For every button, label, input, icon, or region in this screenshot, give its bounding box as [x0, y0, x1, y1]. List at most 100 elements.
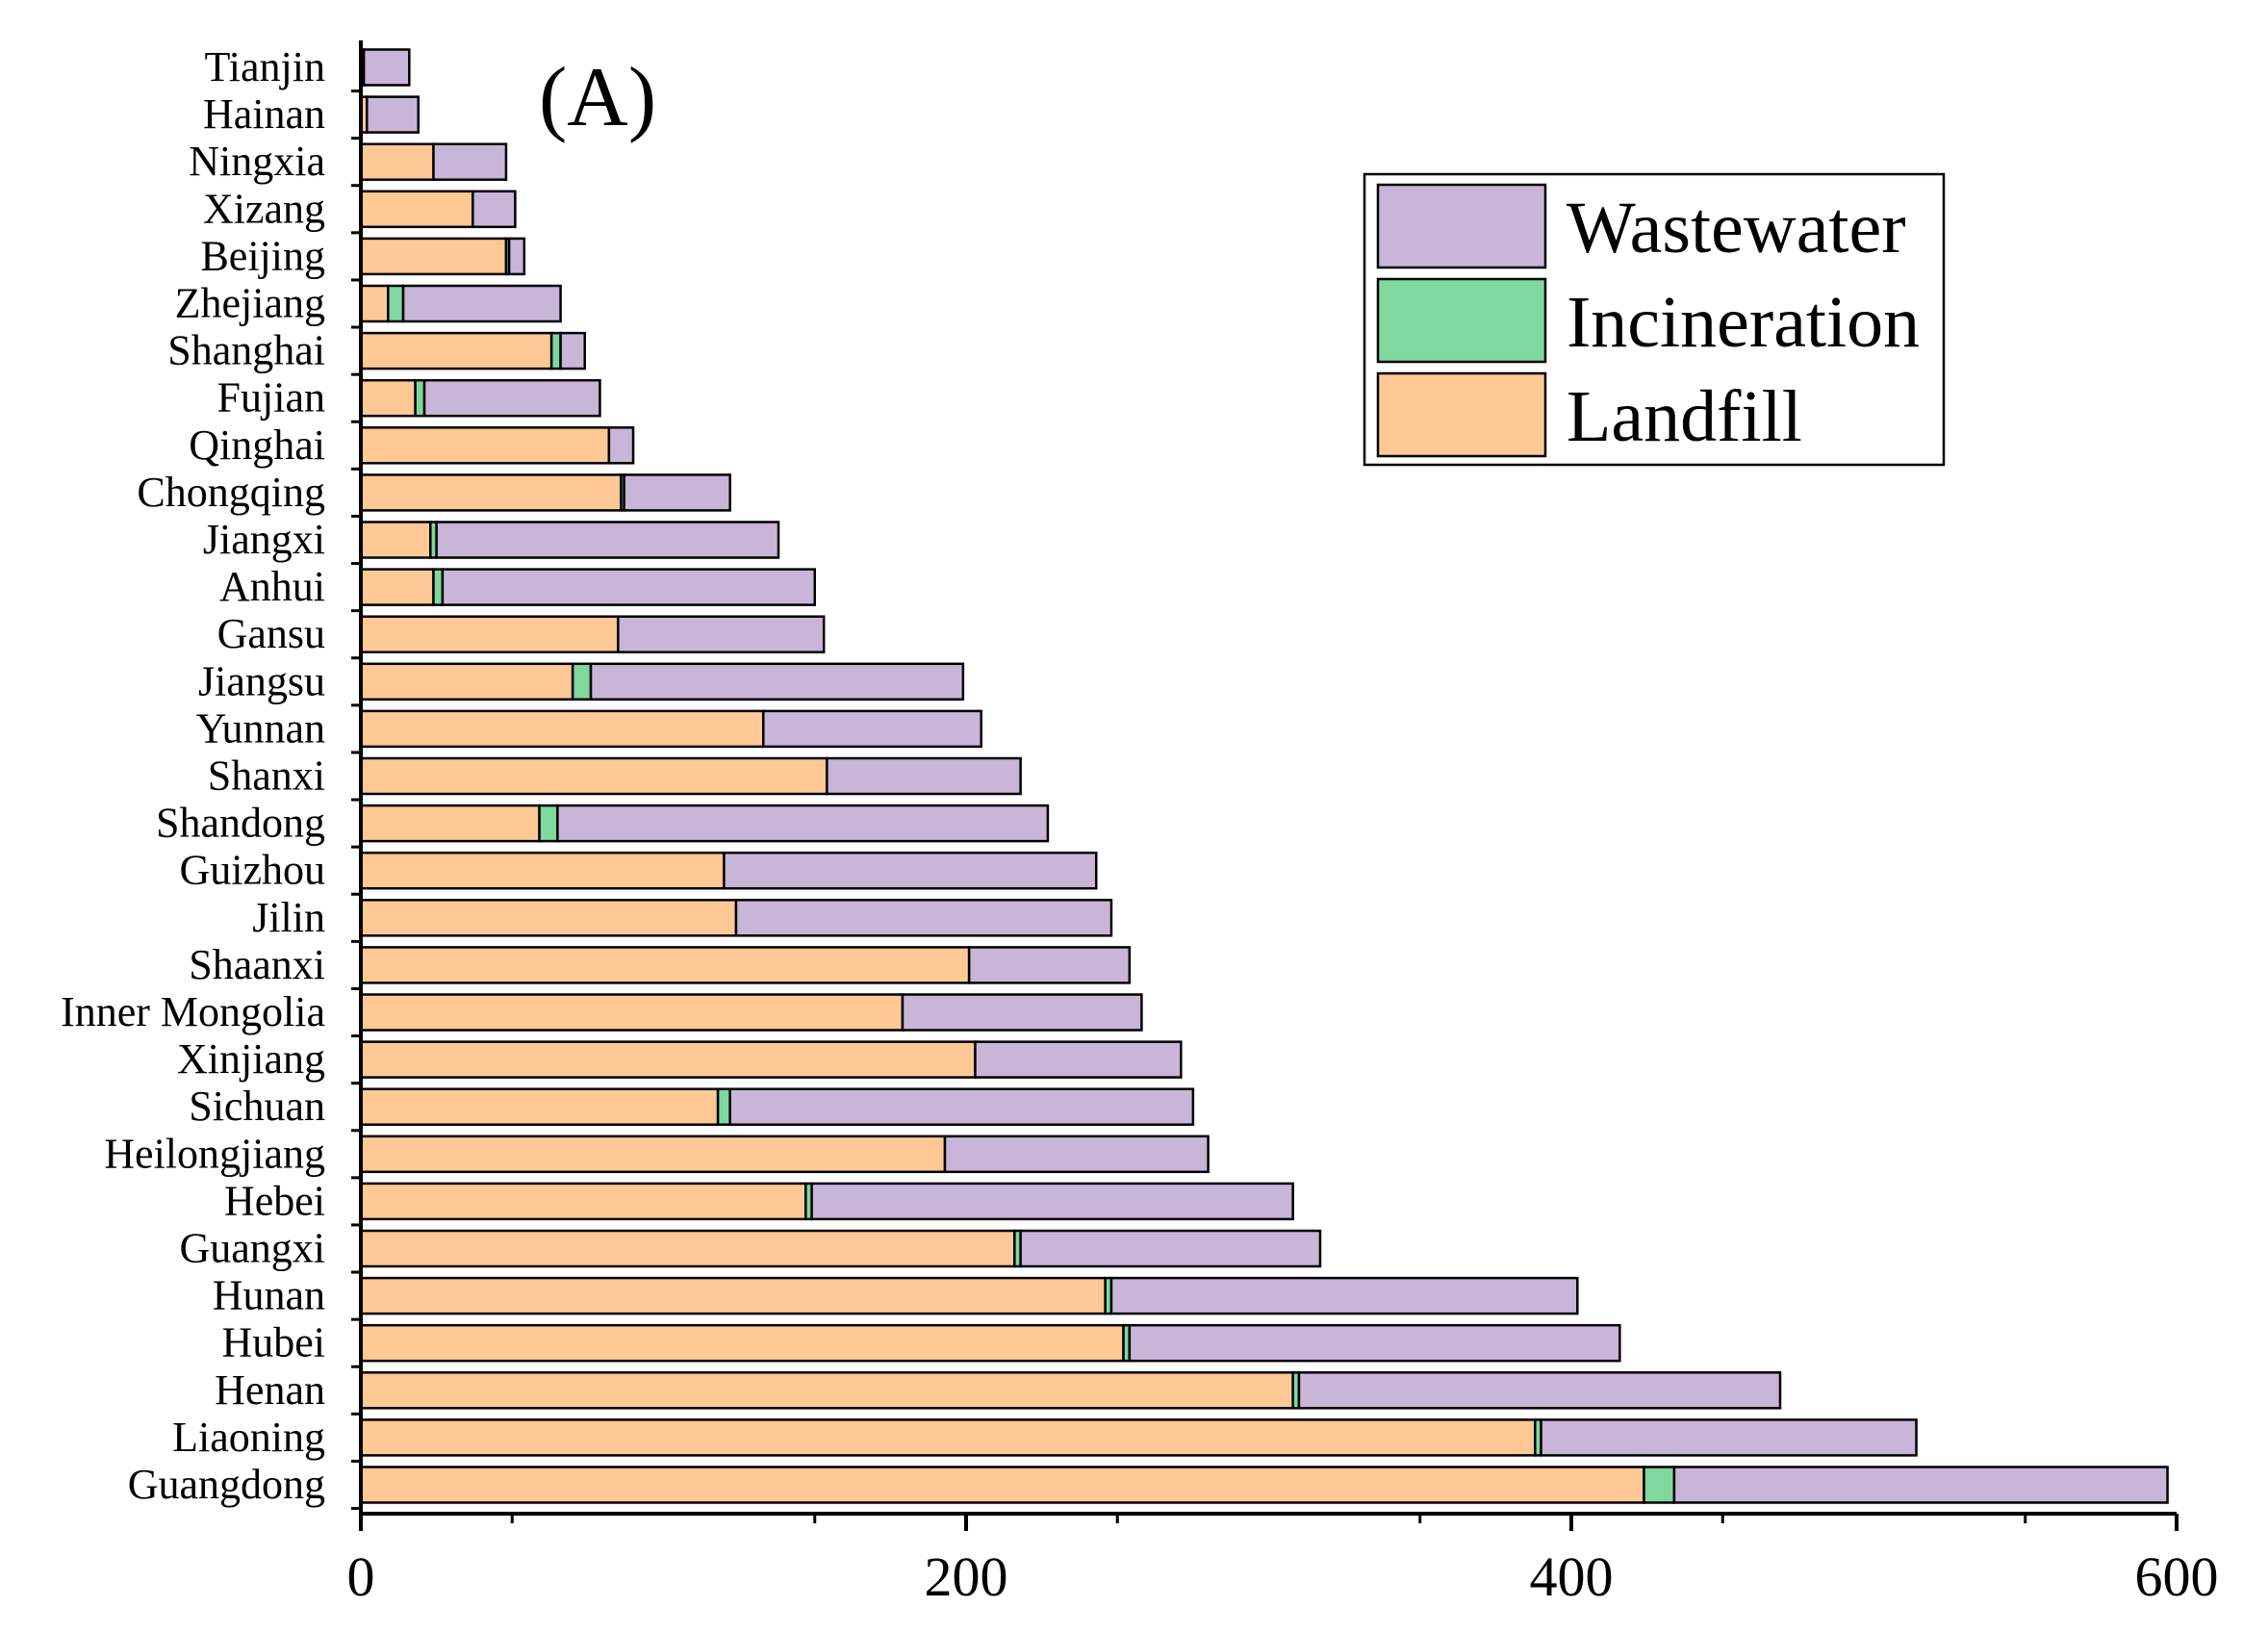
bar-shaanxi-wastewater: [967, 946, 1132, 984]
category-label-shaanxi: Shaanxi: [189, 941, 325, 988]
bar-heilongjiang-wastewater: [943, 1135, 1210, 1174]
axes: [351, 40, 2177, 1527]
category-label-beijing: Beijing: [200, 232, 325, 279]
category-labels: TianjinHainanNingxiaXizangBeijingZhejian…: [61, 43, 325, 1508]
category-label-guangdong: Guangdong: [128, 1461, 325, 1508]
bar-gansu-wastewater: [617, 615, 826, 653]
bar-qinghai-wastewater: [607, 426, 635, 465]
bar-hubei-wastewater: [1128, 1323, 1621, 1363]
legend-items: Wastewater Incineration Landfill: [1376, 183, 1920, 458]
bar-hunan-landfill: [359, 1276, 1107, 1315]
bar-guangdong-incineration: [1643, 1466, 1676, 1504]
bar-beijing-landfill: [359, 237, 508, 276]
bar-anhui-landfill: [359, 568, 435, 606]
category-label-jiangsu: Jiangsu: [198, 657, 325, 704]
bar-henan-landfill: [359, 1371, 1294, 1410]
bar-gansu-landfill: [359, 615, 620, 653]
bar-sichuan-landfill: [359, 1087, 720, 1126]
bar-anhui-wastewater: [441, 568, 816, 606]
bar-chongqing-landfill: [359, 473, 623, 512]
bar-inner-mongolia-landfill: [359, 993, 905, 1032]
bar-tianjin-wastewater: [362, 48, 411, 87]
bar-liaoning-wastewater: [1540, 1418, 1918, 1457]
bar-guizhou-landfill: [359, 851, 726, 890]
category-label-jiangxi: Jiangxi: [203, 516, 325, 563]
legend-swatch-incineration: [1376, 277, 1547, 364]
bar-jilin-landfill: [359, 899, 738, 937]
x-ticks: 0 200 400 600: [347, 1514, 2219, 1608]
bar-ningxia-wastewater: [432, 142, 508, 181]
bar-sichuan-wastewater: [728, 1087, 1195, 1126]
bar-shandong-incineration: [538, 804, 559, 843]
category-label-xizang: Xizang: [203, 185, 325, 232]
category-label-hunan: Hunan: [213, 1272, 325, 1319]
bar-shandong-wastewater: [556, 804, 1050, 843]
bar-jiangsu-landfill: [359, 662, 574, 702]
bar-hunan-wastewater: [1109, 1276, 1579, 1315]
bar-hebei-wastewater: [810, 1182, 1294, 1221]
bar-xinjiang-wastewater: [974, 1040, 1183, 1079]
bar-heilongjiang-landfill: [359, 1135, 947, 1174]
category-label-tianjin: Tianjin: [204, 43, 325, 90]
category-label-liaoning: Liaoning: [172, 1414, 325, 1461]
bar-yunnan-landfill: [359, 709, 765, 749]
category-label-guangxi: Guangxi: [179, 1225, 325, 1272]
bar-jilin-wastewater: [734, 899, 1113, 937]
bar-yunnan-wastewater: [762, 709, 982, 749]
bar-zhejiang-incineration: [387, 284, 405, 323]
bar-fujian-landfill: [359, 378, 417, 418]
legend-swatch-wastewater: [1376, 183, 1547, 269]
category-label-ningxia: Ningxia: [189, 138, 325, 185]
category-label-shanghai: Shanghai: [167, 327, 325, 374]
bar-xinjiang-landfill: [359, 1040, 977, 1079]
bar-xizang-wastewater: [471, 190, 517, 229]
bar-xizang-landfill: [359, 190, 474, 229]
bar-jiangsu-incineration: [571, 662, 593, 702]
bar-sichuan-incineration: [716, 1087, 731, 1126]
category-label-sichuan: Sichuan: [189, 1083, 325, 1130]
bar-fujian-wastewater: [422, 378, 601, 418]
bar-liaoning-landfill: [359, 1418, 1537, 1457]
bar-guangxi-wastewater: [1019, 1229, 1322, 1268]
bar-ningxia-landfill: [359, 142, 435, 181]
category-label-xinjiang: Xinjiang: [177, 1035, 325, 1083]
legend: Wastewater Incineration Landfill: [1363, 172, 1946, 467]
legend-label-wastewater: Wastewater: [1567, 188, 1906, 268]
category-label-gansu: Gansu: [217, 610, 325, 657]
bar-jiangxi-wastewater: [435, 521, 780, 559]
bar-fujian-incineration: [414, 378, 426, 418]
category-label-chongqing: Chongqing: [137, 469, 325, 516]
category-label-zhejiang: Zhejiang: [175, 280, 325, 327]
bar-jiangxi-landfill: [359, 521, 432, 559]
category-label-hainan: Hainan: [203, 90, 325, 138]
x-tick-label-400: 400: [1530, 1545, 1614, 1608]
panel-label: (A): [539, 51, 656, 144]
bar-chongqing-wastewater: [623, 473, 731, 512]
bar-zhejiang-wastewater: [401, 284, 562, 323]
x-tick-label-600: 600: [2135, 1545, 2219, 1608]
bar-inner-mongolia-wastewater: [901, 993, 1143, 1032]
bar-qinghai-landfill: [359, 426, 611, 465]
bar-anhui-incineration: [432, 568, 445, 606]
category-label-henan: Henan: [215, 1366, 325, 1414]
category-label-shandong: Shandong: [156, 800, 325, 847]
bar-beijing-wastewater: [507, 237, 526, 276]
bar-hubei-landfill: [359, 1323, 1125, 1363]
bar-shanxi-landfill: [359, 756, 828, 796]
x-tick-label-0: 0: [347, 1545, 375, 1608]
bar-shanxi-wastewater: [826, 756, 1022, 796]
bar-shanghai-wastewater: [559, 331, 586, 370]
category-label-guizhou: Guizhou: [179, 847, 325, 894]
bar-guangxi-landfill: [359, 1229, 1016, 1268]
bar-hainan-wastewater: [366, 95, 420, 134]
bar-shaanxi-landfill: [359, 946, 971, 984]
bar-shandong-landfill: [359, 804, 541, 843]
bar-guangdong-wastewater: [1672, 1466, 2169, 1504]
bar-henan-wastewater: [1297, 1371, 1782, 1410]
bar-shanghai-landfill: [359, 331, 553, 370]
bar-guangdong-landfill: [359, 1466, 1645, 1504]
category-label-hebei: Hebei: [224, 1177, 325, 1224]
category-label-hubei: Hubei: [221, 1319, 325, 1366]
bar-guizhou-wastewater: [723, 851, 1098, 890]
category-label-inner-mongolia: Inner Mongolia: [61, 988, 325, 1035]
